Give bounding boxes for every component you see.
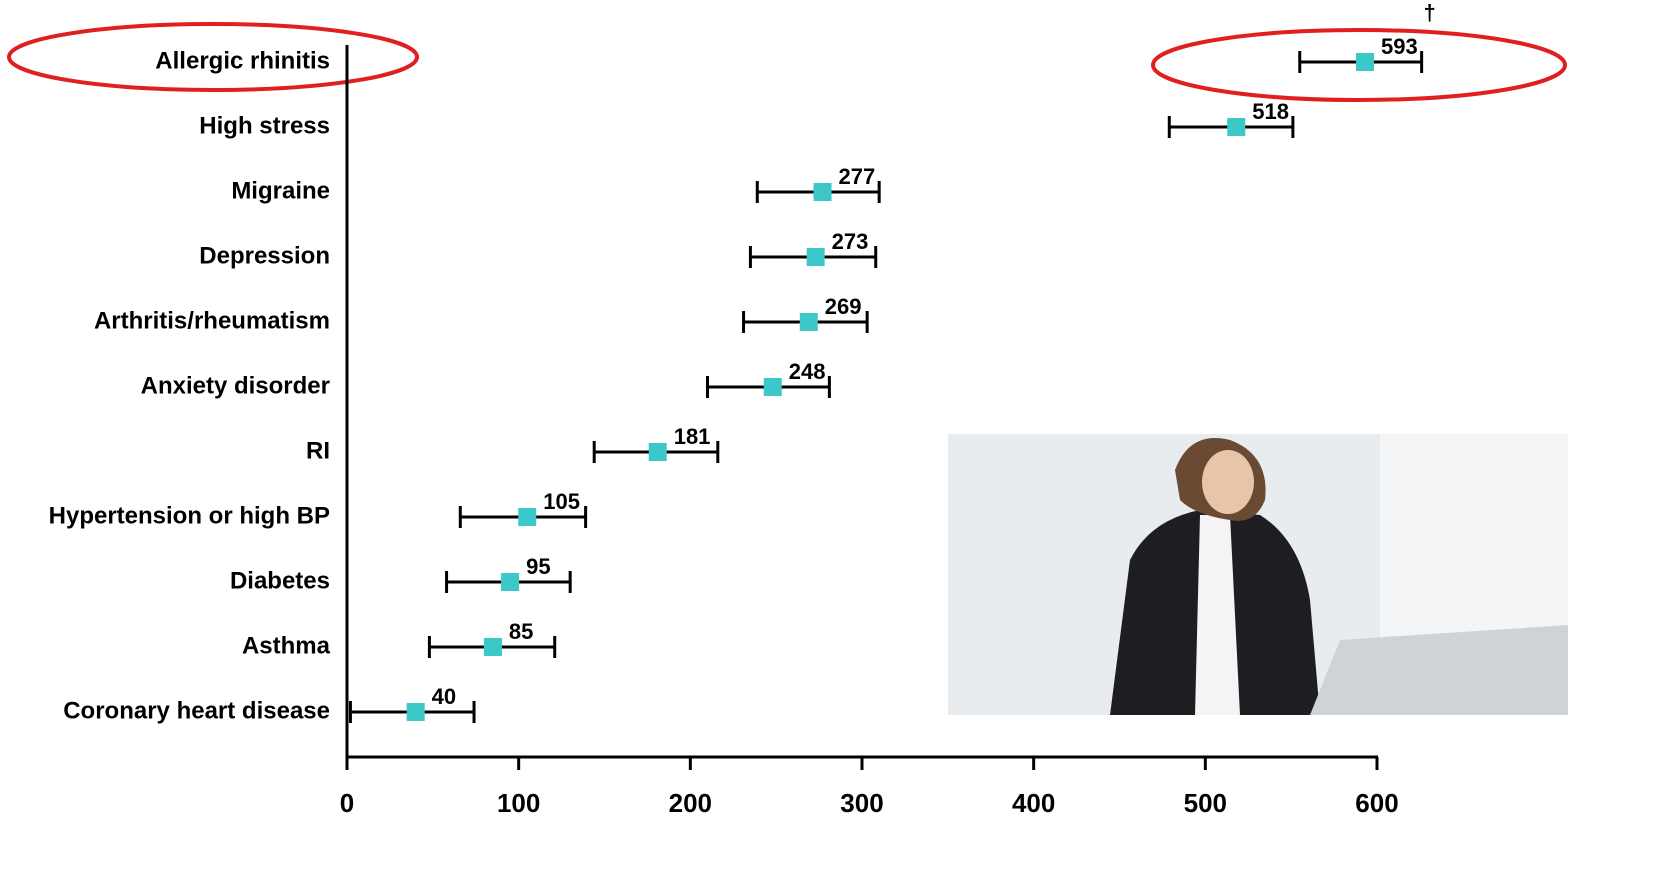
x-tick-label: 600 — [1355, 788, 1398, 818]
marker — [807, 248, 825, 266]
marker — [1356, 53, 1374, 71]
x-tick-label: 0 — [340, 788, 354, 818]
marker — [814, 183, 832, 201]
value-label: 248 — [789, 359, 826, 384]
value-label: 181 — [674, 424, 711, 449]
x-tick-label: 200 — [669, 788, 712, 818]
annotation: † — [1424, 0, 1436, 25]
category-label: High stress — [199, 112, 330, 139]
marker — [649, 443, 667, 461]
photo — [948, 434, 1568, 715]
x-tick-label: 500 — [1184, 788, 1227, 818]
value-label: 277 — [839, 164, 876, 189]
marker — [484, 638, 502, 656]
chart: 0 100 200 300 400 500 600 Allergic rhinitis High… — [0, 0, 1676, 879]
value-label: 518 — [1252, 99, 1289, 124]
value-label: 593 — [1381, 34, 1418, 59]
marker — [518, 508, 536, 526]
category-label: Diabetes — [230, 567, 330, 594]
marker — [1227, 118, 1245, 136]
value-label: 105 — [543, 489, 580, 514]
category-label: Hypertension or high BP — [49, 502, 330, 529]
x-tick-label: 400 — [1012, 788, 1055, 818]
marker — [501, 573, 519, 591]
x-tick-label: 100 — [497, 788, 540, 818]
category-label: Anxiety disorder — [141, 372, 330, 399]
marker — [764, 378, 782, 396]
value-label: 273 — [832, 229, 869, 254]
x-tick-label: 300 — [840, 788, 883, 818]
category-label: Coronary heart disease — [63, 697, 330, 724]
category-label: RI — [306, 437, 330, 464]
category-label: Arthritis/rheumatism — [94, 307, 330, 334]
value-label: 40 — [432, 684, 456, 709]
category-label: Migraine — [231, 177, 330, 204]
value-label: 269 — [825, 294, 862, 319]
marker — [407, 703, 425, 721]
marker — [800, 313, 818, 331]
value-label: 95 — [526, 554, 550, 579]
value-label: 85 — [509, 619, 533, 644]
page: {"chart_data": {"type": "errorbar", "cat… — [0, 0, 1676, 879]
category-label: Asthma — [242, 632, 331, 659]
category-label: Allergic rhinitis — [155, 47, 330, 74]
category-label: Depression — [199, 242, 330, 269]
